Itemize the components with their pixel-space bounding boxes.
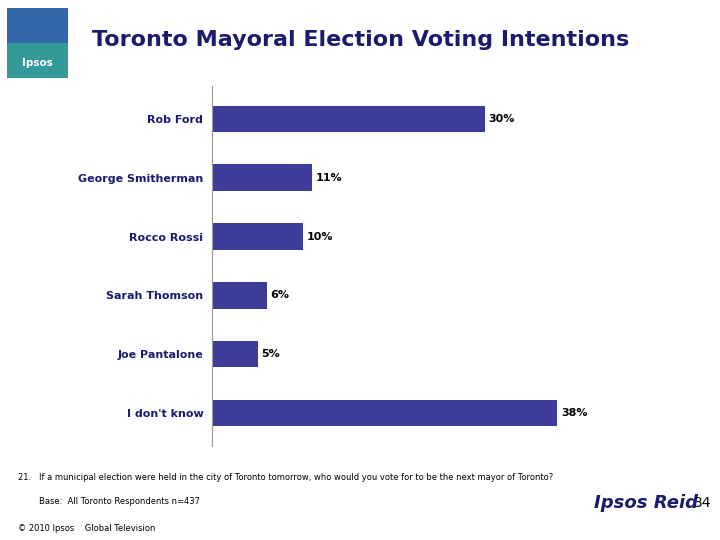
Bar xyxy=(212,164,312,191)
Text: Ipsos Reid: Ipsos Reid xyxy=(594,494,698,512)
Text: © 2010 Ipsos    Global Television: © 2010 Ipsos Global Television xyxy=(17,524,155,534)
Bar xyxy=(212,400,557,427)
Bar xyxy=(212,223,303,250)
Bar xyxy=(212,341,258,368)
FancyBboxPatch shape xyxy=(7,8,68,43)
Text: 11%: 11% xyxy=(316,173,343,183)
Bar xyxy=(212,105,485,132)
Text: 30%: 30% xyxy=(488,114,515,124)
FancyBboxPatch shape xyxy=(7,43,68,78)
Bar xyxy=(212,282,267,309)
Text: 6%: 6% xyxy=(271,291,289,300)
Text: Toronto Mayoral Election Voting Intentions: Toronto Mayoral Election Voting Intentio… xyxy=(91,30,629,50)
Text: Ipsos: Ipsos xyxy=(22,58,53,68)
Text: 21.   If a municipal election were held in the city of Toronto tomorrow, who wou: 21. If a municipal election were held in… xyxy=(17,472,553,482)
Text: 10%: 10% xyxy=(307,232,333,241)
Text: 38%: 38% xyxy=(561,408,588,418)
Text: 5%: 5% xyxy=(261,349,280,359)
Text: Base:  All Toronto Respondents n=437: Base: All Toronto Respondents n=437 xyxy=(17,497,199,507)
Text: 34: 34 xyxy=(693,496,711,510)
